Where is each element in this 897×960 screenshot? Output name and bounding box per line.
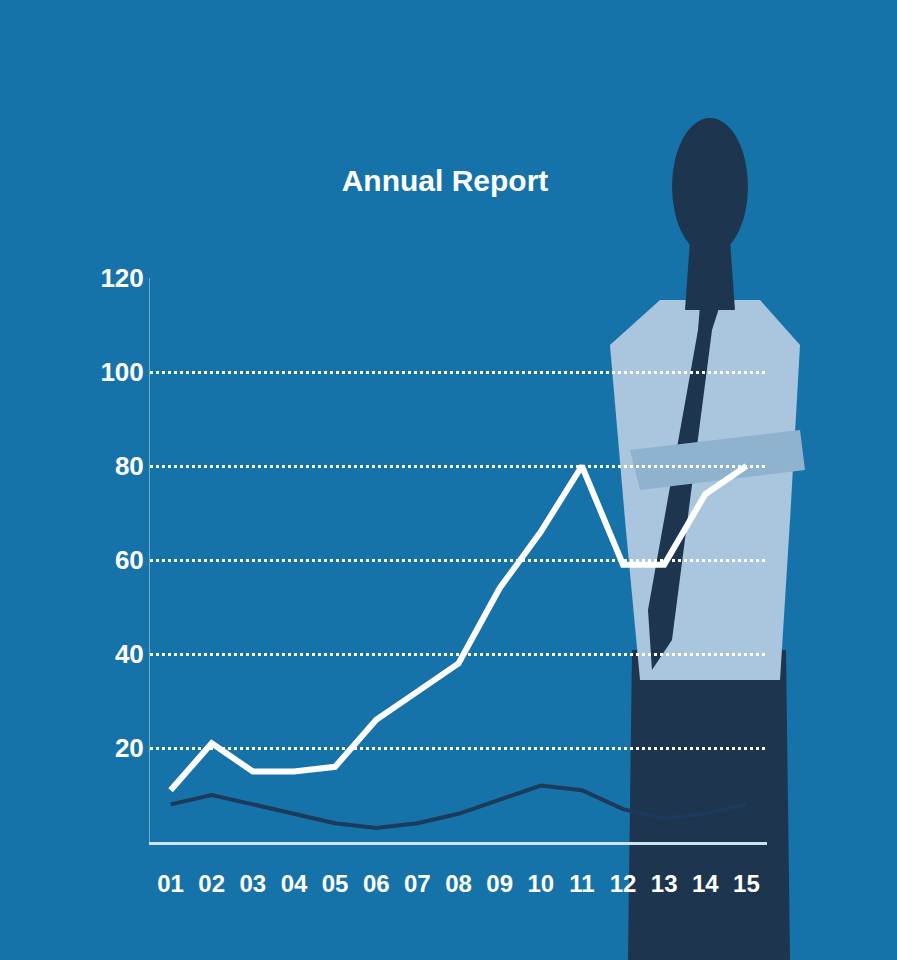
svg-text:13: 13 xyxy=(651,870,678,897)
svg-text:04: 04 xyxy=(281,870,308,897)
svg-text:120: 120 xyxy=(100,263,143,293)
svg-text:09: 09 xyxy=(486,870,513,897)
svg-text:10: 10 xyxy=(527,870,554,897)
svg-text:12: 12 xyxy=(610,870,637,897)
svg-text:14: 14 xyxy=(692,870,719,897)
svg-text:80: 80 xyxy=(115,451,144,481)
svg-text:15: 15 xyxy=(733,870,760,897)
svg-text:100: 100 xyxy=(100,357,143,387)
svg-text:11: 11 xyxy=(569,870,594,897)
svg-text:07: 07 xyxy=(404,870,431,897)
svg-text:05: 05 xyxy=(322,870,349,897)
svg-text:08: 08 xyxy=(445,870,472,897)
svg-text:40: 40 xyxy=(115,639,144,669)
svg-text:03: 03 xyxy=(239,870,266,897)
svg-text:02: 02 xyxy=(198,870,225,897)
svg-text:20: 20 xyxy=(115,733,144,763)
svg-text:06: 06 xyxy=(363,870,390,897)
svg-text:01: 01 xyxy=(157,870,184,897)
svg-text:60: 60 xyxy=(115,545,144,575)
svg-text:Annual Report: Annual Report xyxy=(342,164,549,197)
